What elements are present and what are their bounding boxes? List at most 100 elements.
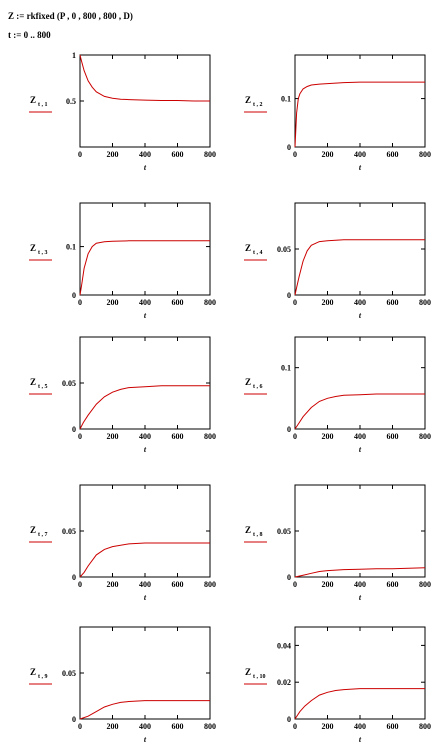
plot-10[interactable]: 0 200 400 600 800 0 0.02 0.04 t Z t , 10: [244, 626, 431, 743]
plot-5[interactable]: 0 200 400 600 800 0 0.05 t Z t , 5: [29, 336, 216, 454]
y-tick-label: 1: [72, 51, 76, 60]
plot-frame: [79, 336, 211, 430]
series-trace: [294, 81, 425, 148]
y-axis-label: Z: [245, 525, 251, 535]
x-tick-label: 0: [78, 432, 82, 441]
x-tick-label: 200: [107, 150, 119, 159]
y-tick-label: 0: [287, 715, 291, 724]
series-trace: [79, 542, 210, 578]
plot-1[interactable]: 0 200 400 600 800 0.5 1 t Z t , 1: [29, 51, 216, 172]
rkfixed-equation[interactable]: Z := rkfixed (P , 0 , 800 , 800 , D): [8, 11, 133, 21]
x-tick-label: 0: [78, 150, 82, 159]
x-tick-label: 600: [387, 722, 399, 731]
series-trace: [79, 700, 210, 720]
x-tick-label: 0: [293, 150, 297, 159]
series-trace: [79, 54, 210, 102]
x-tick-label: 800: [204, 580, 216, 589]
y-tick-label: 0: [72, 291, 76, 300]
x-tick-label: 200: [322, 432, 334, 441]
y-axis-label-subscript: t , 3: [38, 250, 48, 256]
x-tick-label: 0: [293, 580, 297, 589]
y-tick-label: 0.1: [281, 95, 291, 104]
x-tick-label: 600: [172, 722, 184, 731]
x-tick-label: 400: [139, 298, 151, 307]
x-tick-label: 800: [419, 150, 431, 159]
y-tick-label: 0: [287, 573, 291, 582]
y-axis-label-subscript: t , 1: [38, 102, 48, 108]
y-axis-label: Z: [245, 667, 251, 677]
series-trace: [79, 240, 210, 296]
y-axis-label-subscript: t , 4: [253, 250, 263, 256]
x-tick-label: 800: [204, 432, 216, 441]
y-axis-label-subscript: t , 9: [38, 674, 48, 680]
x-tick-label: 200: [322, 580, 334, 589]
x-tick-label: 800: [204, 150, 216, 159]
series-trace: [294, 393, 425, 430]
x-tick-label: 400: [354, 150, 366, 159]
x-tick-label: 800: [419, 722, 431, 731]
plot-6[interactable]: 0 200 400 600 800 0 0.1 t Z t , 6: [244, 336, 431, 454]
y-axis-label-subscript: t , 2: [253, 102, 263, 108]
plot-9[interactable]: 0 200 400 600 800 0 0.05 t Z t , 9: [29, 626, 216, 743]
y-axis-label: Z: [245, 243, 251, 253]
y-tick-label: 0: [287, 291, 291, 300]
x-tick-label: 0: [293, 432, 297, 441]
y-axis-label: Z: [30, 243, 36, 253]
x-tick-label: 400: [354, 432, 366, 441]
x-tick-label: 400: [139, 580, 151, 589]
x-tick-label: 0: [293, 722, 297, 731]
y-tick-label: 0.05: [62, 669, 76, 678]
x-tick-label: 0: [78, 722, 82, 731]
x-axis-label: t: [359, 593, 362, 602]
y-tick-label: 0.02: [277, 678, 291, 687]
plot-frame: [79, 484, 211, 578]
x-tick-label: 400: [139, 722, 151, 731]
plot-7[interactable]: 0 200 400 600 800 0 0.05 t Z t , 7: [29, 484, 216, 602]
x-axis-label: t: [359, 445, 362, 454]
range-definition[interactable]: t := 0 .. 800: [8, 30, 51, 40]
plot-frame: [294, 54, 426, 148]
x-tick-label: 600: [387, 432, 399, 441]
x-tick-label: 200: [322, 298, 334, 307]
x-axis-label: t: [144, 445, 147, 454]
x-tick-label: 200: [322, 150, 334, 159]
y-tick-label: 0: [72, 425, 76, 434]
y-tick-label: 0: [72, 715, 76, 724]
y-tick-label: 0.1: [281, 364, 291, 373]
x-axis-label: t: [144, 593, 147, 602]
x-tick-label: 400: [354, 298, 366, 307]
x-tick-label: 600: [172, 298, 184, 307]
y-axis-label-subscript: t , 7: [38, 532, 48, 538]
y-tick-label: 0.1: [66, 243, 76, 252]
x-tick-label: 200: [107, 432, 119, 441]
y-tick-label: 0: [72, 573, 76, 582]
plot-3[interactable]: 0 200 400 600 800 0 0.1 t Z t , 3: [29, 202, 216, 320]
y-axis-label: Z: [245, 95, 251, 105]
series-trace: [79, 385, 210, 430]
y-tick-label: 0: [287, 143, 291, 152]
x-tick-label: 600: [387, 298, 399, 307]
plot-2[interactable]: 0 200 400 600 800 0 0.1 t Z t , 2: [244, 54, 431, 172]
plot-8[interactable]: 0 200 400 600 800 0 0.05 t Z t , 8: [244, 484, 431, 602]
x-tick-label: 0: [78, 298, 82, 307]
x-axis-label: t: [144, 311, 147, 320]
x-axis-label: t: [359, 163, 362, 172]
x-axis-label: t: [359, 735, 362, 743]
x-tick-label: 600: [387, 580, 399, 589]
y-tick-label: 0: [287, 425, 291, 434]
x-tick-label: 200: [322, 722, 334, 731]
y-axis-label: Z: [30, 377, 36, 387]
y-axis-label-subscript: t , 5: [38, 384, 48, 390]
x-tick-label: 800: [204, 722, 216, 731]
plot-4[interactable]: 0 200 400 600 800 0 0.05 t Z t , 4: [244, 202, 431, 320]
x-tick-label: 800: [204, 298, 216, 307]
x-tick-label: 400: [354, 580, 366, 589]
y-tick-label: 0.05: [62, 527, 76, 536]
x-axis-label: t: [144, 735, 147, 743]
y-axis-label: Z: [30, 95, 36, 105]
plot-frame: [294, 484, 426, 578]
series-trace: [294, 688, 425, 720]
x-tick-label: 400: [354, 722, 366, 731]
y-axis-label: Z: [30, 667, 36, 677]
